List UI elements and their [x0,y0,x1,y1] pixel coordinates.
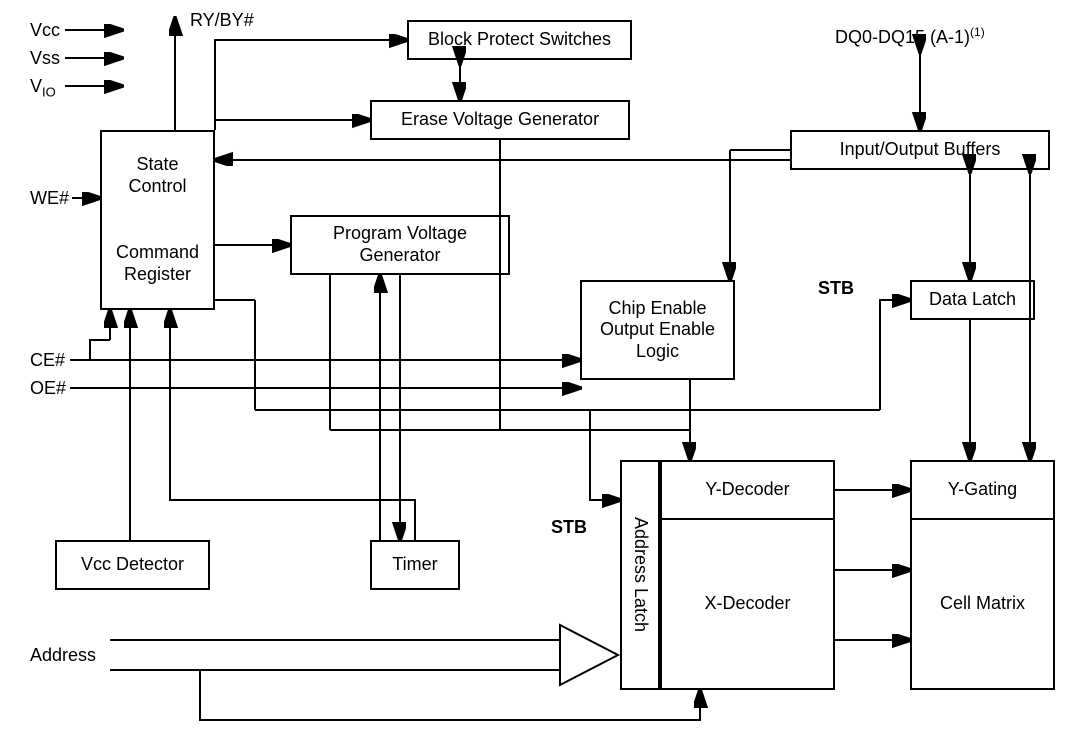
cell-matrix: Cell Matrix [910,520,1055,690]
io-buffers: Input/Output Buffers [790,130,1050,170]
erase-voltage-generator: Erase Voltage Generator [370,100,630,140]
chip-enable-logic: Chip Enable Output Enable Logic [580,280,735,380]
label-dq: DQ0-DQ15 (A-1)(1) [835,25,985,49]
block-diagram-canvas: Vcc Vss VIO RY/BY# WE# CE# OE# Address D… [0,0,1080,756]
label-stb-addr: STB [551,517,587,539]
x-decoder: X-Decoder [660,520,835,690]
address-latch: Address Latch [620,460,660,690]
label-ce: CE# [30,350,65,372]
data-latch: Data Latch [910,280,1035,320]
label-vss: Vss [30,48,60,70]
y-decoder: Y-Decoder [660,460,835,520]
command-register-label: Command Register [102,220,213,308]
label-address: Address [30,645,96,667]
label-vcc: Vcc [30,20,60,42]
state-control-label: State Control [102,132,213,220]
vcc-detector: Vcc Detector [55,540,210,590]
y-gating: Y-Gating [910,460,1055,520]
label-ryby: RY/BY# [190,10,254,32]
label-we: WE# [30,188,69,210]
label-vio: VIO [30,76,56,100]
timer: Timer [370,540,460,590]
label-stb-data: STB [818,278,854,300]
label-oe: OE# [30,378,66,400]
state-control-command-register: State Control Command Register [100,130,215,310]
block-protect-switches: Block Protect Switches [407,20,632,60]
program-voltage-generator: Program Voltage Generator [290,215,510,275]
